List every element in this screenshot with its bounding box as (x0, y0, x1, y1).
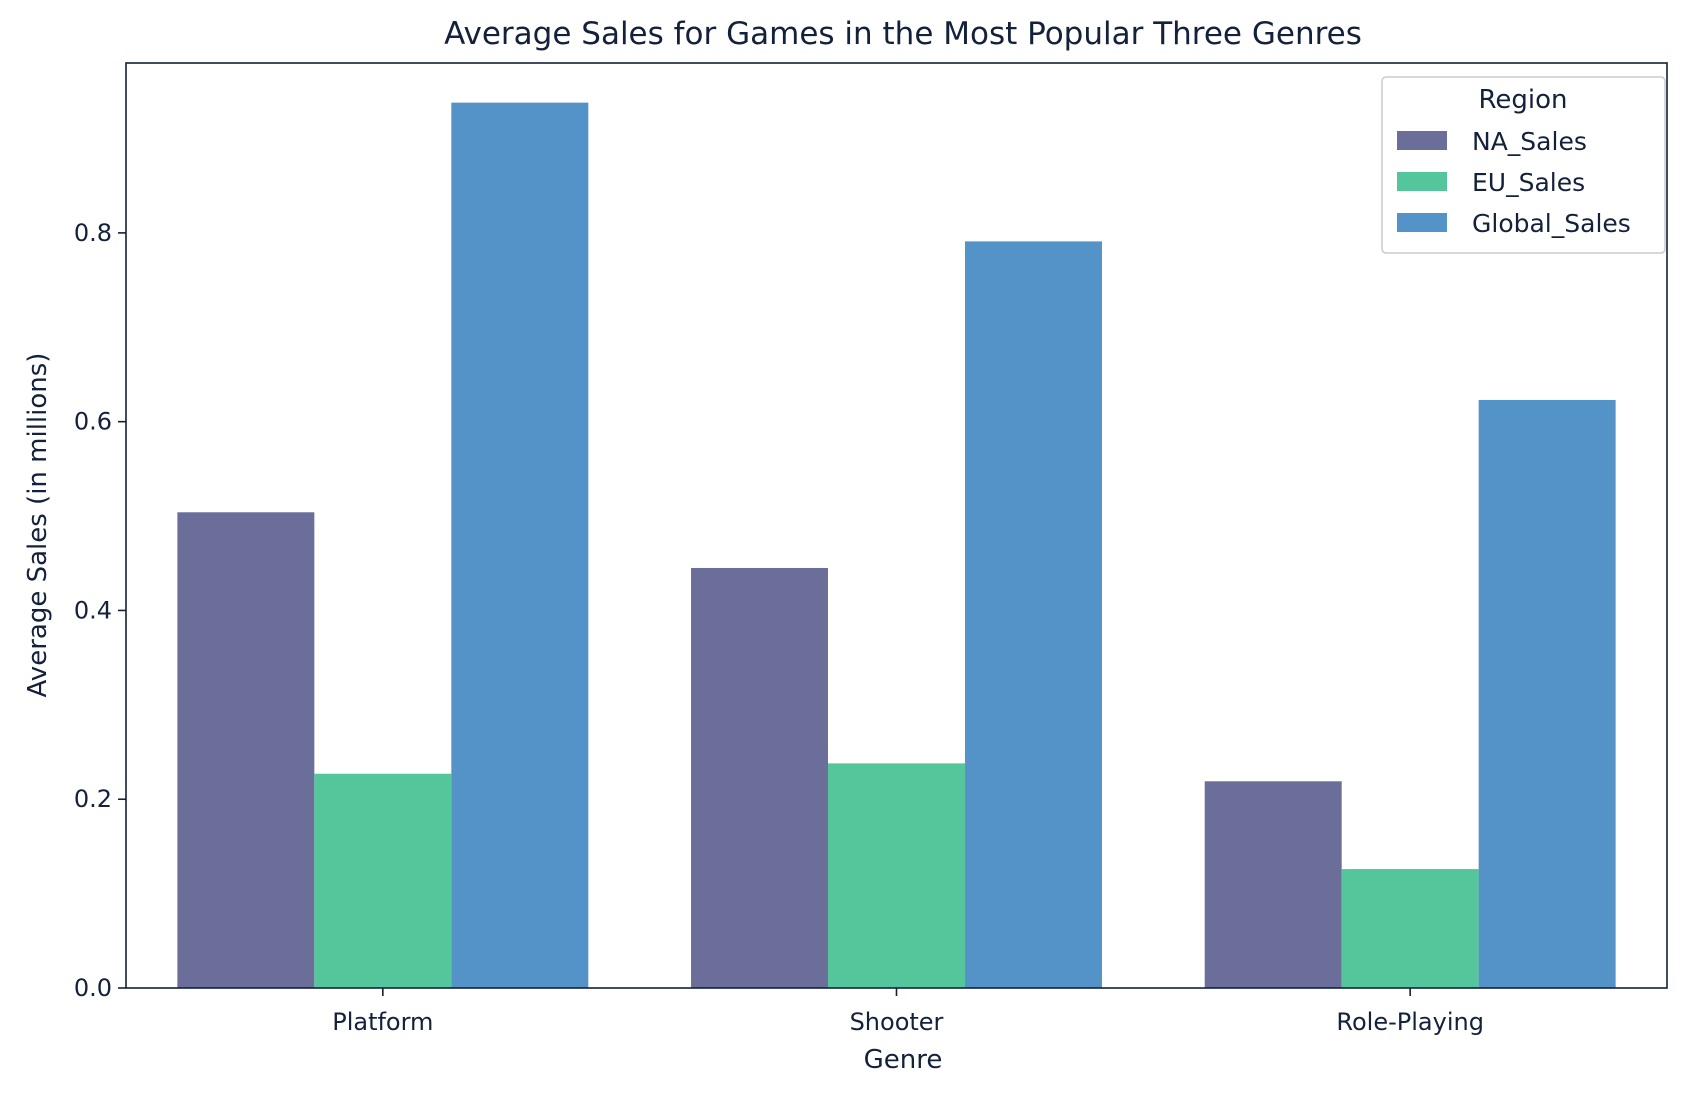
legend-box (1381, 76, 1666, 254)
bar-platform-eu-sales (314, 773, 452, 988)
bar-role-playing-na-sales (1204, 781, 1342, 988)
y-axis: 0.0 0.2 0.4 0.6 0.8 (74, 219, 126, 1002)
legend-label-na-sales: NA_Sales (1472, 127, 1587, 156)
x-tick-label: Platform (332, 1008, 433, 1036)
y-tick-label: 0.8 (74, 219, 112, 247)
bar-shooter-na-sales (691, 567, 829, 988)
legend-swatch-eu-sales (1397, 172, 1447, 191)
x-axis-title: Genre (864, 1045, 943, 1075)
legend-items: NA_Sales EU_Sales Global_Sales (1397, 127, 1631, 238)
x-tick-label: Role-Playing (1336, 1008, 1484, 1036)
bar-platform-global-sales (451, 102, 589, 988)
legend-label-global-sales: Global_Sales (1472, 209, 1631, 238)
y-tick-label: 0.6 (74, 408, 112, 436)
y-tick-label: 0.4 (74, 596, 112, 624)
legend-swatch-na-sales (1397, 131, 1447, 150)
bar-shooter-eu-sales (828, 763, 965, 988)
y-axis-title: Average Sales (in millions) (23, 353, 53, 698)
bar-platform-na-sales (177, 512, 315, 988)
y-tick-label: 0.2 (74, 785, 112, 813)
bar-role-playing-global-sales (1478, 399, 1616, 988)
bar-shooter-global-sales (964, 241, 1102, 989)
x-axis: Platform Shooter Role-Playing (332, 988, 1484, 1036)
legend[interactable]: Region NA_Sales EU_Sales Global_Sales (1381, 76, 1666, 254)
legend-title: Region (1478, 85, 1567, 115)
bars-layer (177, 102, 1616, 989)
y-tick-label: 0.0 (74, 974, 112, 1002)
legend-label-eu-sales: EU_Sales (1472, 168, 1585, 197)
x-tick-label: Shooter (850, 1008, 944, 1036)
chart-title: Average Sales for Games in the Most Popu… (444, 16, 1362, 52)
bar-role-playing-eu-sales (1341, 869, 1479, 988)
legend-swatch-global-sales (1397, 213, 1447, 232)
